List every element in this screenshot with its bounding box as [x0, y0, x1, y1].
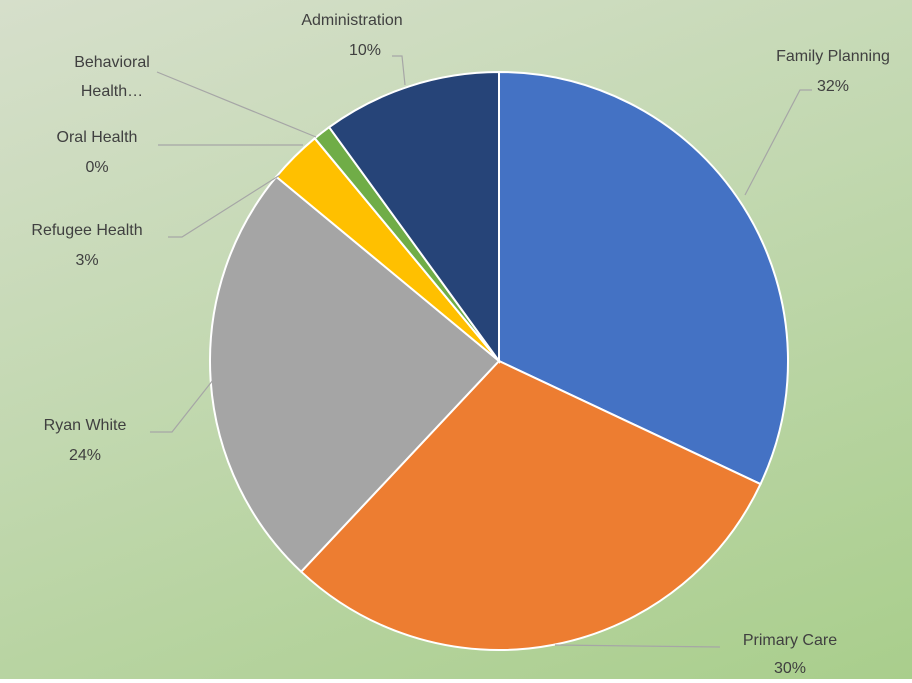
leader-line	[150, 379, 214, 433]
pie-slice	[498, 70, 789, 486]
pie-slice	[299, 359, 762, 651]
leader-line	[392, 55, 406, 86]
value-label: 3%	[75, 252, 99, 269]
leader-line	[554, 644, 721, 648]
pie-slice	[327, 70, 500, 365]
category-label: Primary Care	[742, 632, 838, 649]
value-label: 24%	[68, 447, 102, 464]
category-label: Oral Health	[56, 129, 138, 146]
value-label: 0%	[85, 159, 109, 176]
category-label: Administration	[301, 12, 403, 29]
category-label: Refugee Health	[31, 222, 143, 239]
leader-line	[168, 174, 281, 238]
category-label: Ryan White	[43, 417, 127, 434]
pie-slice	[209, 175, 501, 574]
value-label: 10%	[348, 42, 382, 59]
leader-line	[156, 71, 317, 138]
category-label: Family Planning	[776, 48, 890, 65]
value-label: 32%	[816, 78, 850, 95]
value-label: 30%	[773, 660, 807, 677]
leader-line	[744, 89, 812, 196]
category-label: Behavioral Health…	[74, 54, 150, 100]
